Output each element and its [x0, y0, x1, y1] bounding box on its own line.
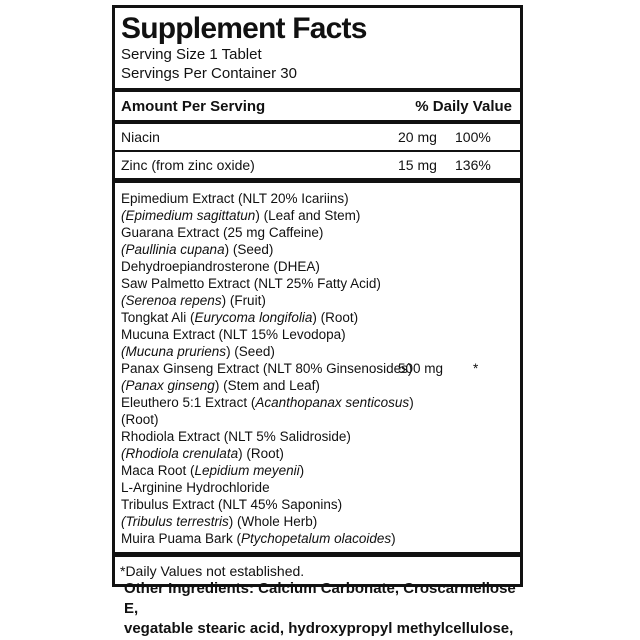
nutrient-name: Zinc (from zinc oxide)	[121, 157, 255, 173]
blend-daily-value-asterisk: *	[473, 361, 479, 376]
blend-line: Tribulus Extract (NLT 45% Saponins)	[121, 497, 343, 512]
blend-line: Rhodiola Extract (NLT 5% Salidroside)	[121, 429, 351, 444]
blend-line: Dehydroepiandrosterone (DHEA)	[121, 259, 320, 274]
blend-line: Muira Puama Bark (Ptychopetalum olacoide…	[121, 531, 396, 546]
servings-per-container: Servings Per Container 30	[121, 65, 297, 82]
blend-line: (Serenoa repens) (Fruit)	[121, 293, 266, 308]
blend-line: L-Arginine Hydrochloride	[121, 480, 270, 495]
blend-line: (Rhodiola crenulata) (Root)	[121, 446, 284, 461]
blend-line: Epimedium Extract (NLT 20% Icariins)	[121, 191, 349, 206]
other-ingredients-text: Other Ingredients: Calcium Carbonate, Cr…	[124, 580, 516, 637]
blend-line: Saw Palmetto Extract (NLT 25% Fatty Acid…	[121, 276, 381, 291]
blend-line: Tongkat Ali (Eurycoma longifolia) (Root)	[121, 310, 359, 325]
nutrient-amount: 20 mg	[398, 129, 437, 145]
nutrient-row: Niacin 20 mg 100%	[115, 124, 520, 150]
divider-bar	[115, 552, 520, 557]
nutrient-row: Zinc (from zinc oxide) 15 mg 136%	[115, 152, 520, 178]
blend-line: (Tribulus terrestris) (Whole Herb)	[121, 514, 318, 529]
blend-line: (Mucuna pruriens) (Seed)	[121, 344, 275, 359]
blend-line: (Panax ginseng) (Stem and Leaf)	[121, 378, 320, 393]
blend-line: (Paullinia cupana) (Seed)	[121, 242, 274, 257]
amount-per-serving-header: Amount Per Serving	[121, 98, 266, 115]
row-separator	[115, 150, 520, 152]
nutrient-table: Niacin 20 mg 100% Zinc (from zinc oxide) 15 …	[115, 124, 520, 178]
divider-bar	[115, 88, 520, 92]
blend-ingredient-list: Epimedium Extract (NLT 20% Icariins) (Epi…	[115, 183, 520, 552]
divider-bar	[115, 178, 520, 183]
panel-title: Supplement Facts	[121, 12, 367, 45]
nutrient-name: Niacin	[121, 129, 160, 145]
nutrient-amount: 15 mg	[398, 157, 437, 173]
blend-amount: 500 mg	[398, 361, 444, 376]
divider-bar	[115, 120, 520, 124]
blend-line: (Epimedium sagittatun) (Leaf and Stem)	[121, 208, 361, 223]
blend-line: Panax Ginseng Extract (NLT 80% Ginsenosi…	[121, 361, 479, 376]
blend-line: Mucuna Extract (NLT 15% Levodopa)	[121, 327, 346, 342]
daily-value-header: % Daily Value	[415, 98, 512, 115]
nutrient-daily-value: 136%	[455, 157, 491, 173]
blend-line: Eleuthero 5:1 Extract (Acanthopanax sent…	[121, 395, 414, 410]
nutrient-daily-value: 100%	[455, 129, 491, 145]
blend-line: Maca Root (Lepidium meyenii)	[121, 463, 305, 478]
blend-line: (Root)	[121, 412, 159, 427]
serving-info: Serving Size 1 Tablet Servings Per Conta…	[115, 45, 520, 88]
blend-line: Guarana Extract (25 mg Caffeine)	[121, 225, 324, 240]
supplement-facts-panel: Supplement Facts Serving Size 1 Tablet S…	[112, 5, 523, 587]
serving-size: Serving Size 1 Tablet	[121, 46, 262, 63]
table-header-row: Amount Per Serving % Daily Value	[115, 92, 520, 120]
daily-value-footnote: *Daily Values not established.	[120, 563, 305, 579]
